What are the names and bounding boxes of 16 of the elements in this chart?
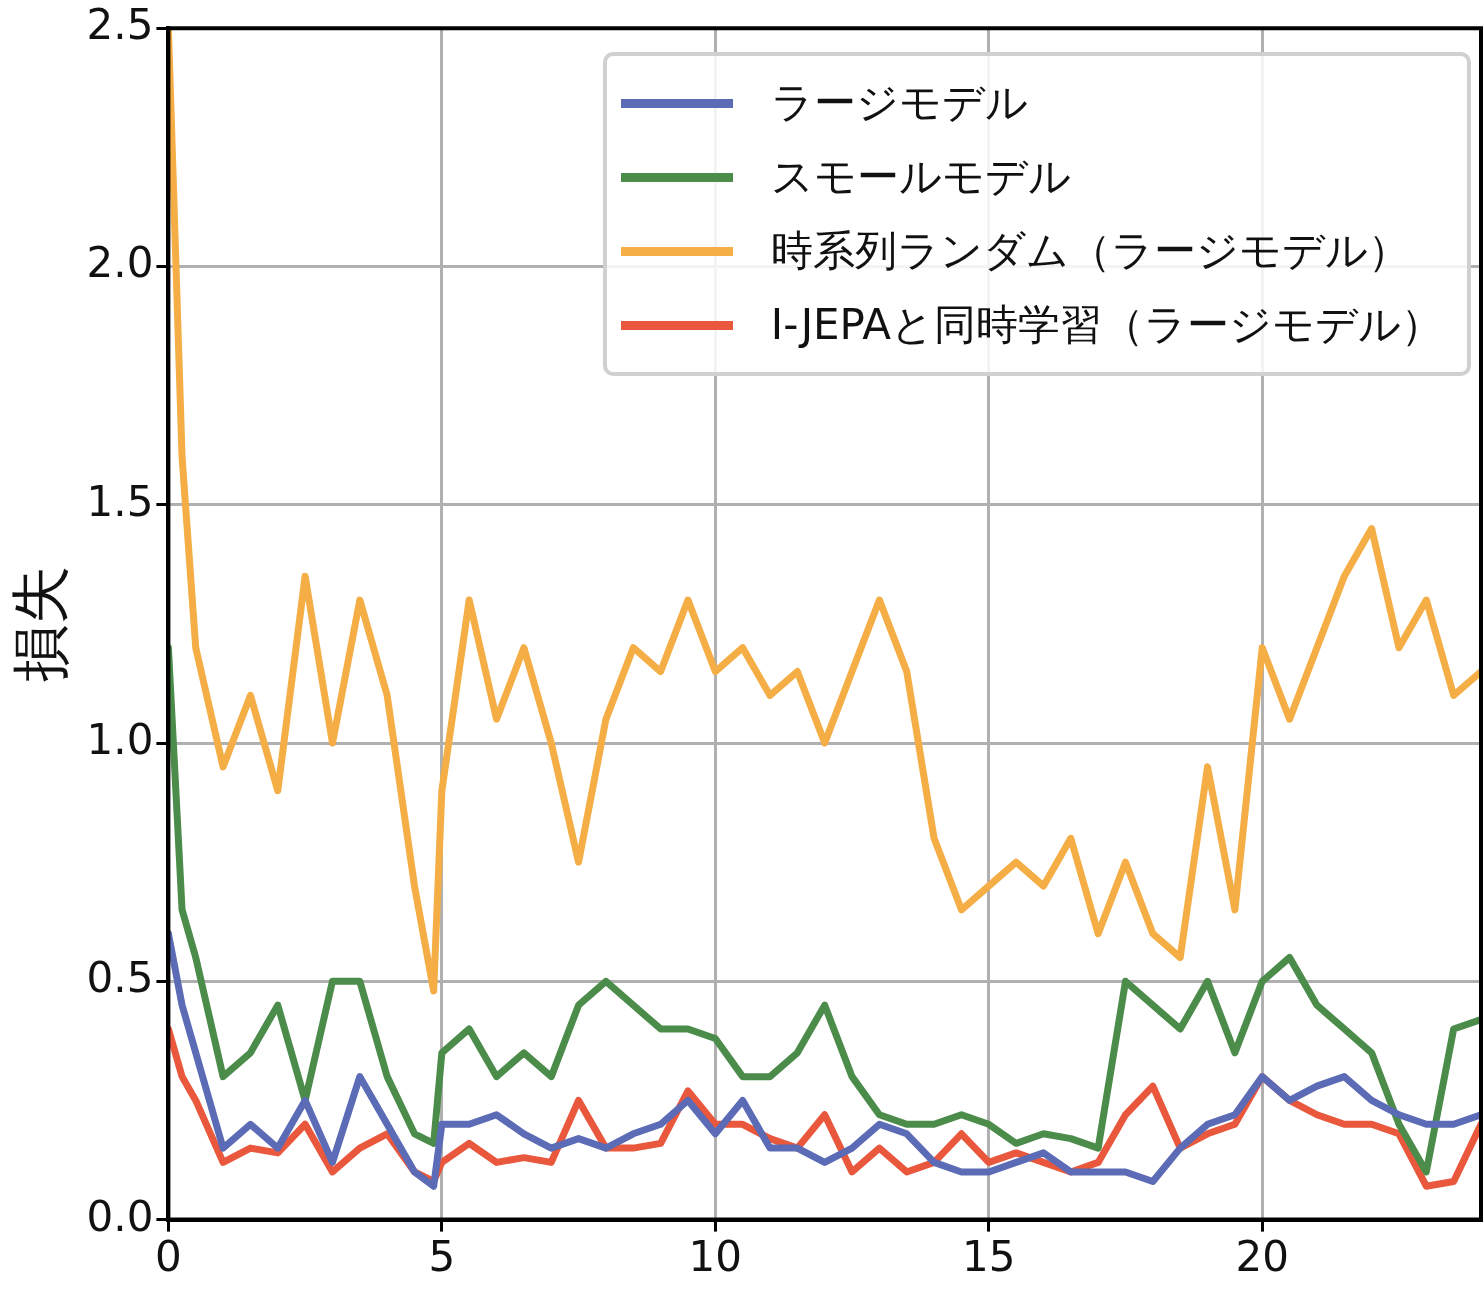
y-tick-label: 2.5 [86, 0, 154, 50]
legend-label: 時系列ランダム（ラージモデル） [770, 225, 1410, 278]
legend-label: ラージモデル [770, 77, 1028, 130]
x-tick-label: 10 [688, 1231, 743, 1281]
y-tick-label: 0.5 [86, 953, 154, 1003]
x-tick-label: 0 [155, 1231, 182, 1281]
y-tick-label: 1.5 [86, 476, 154, 526]
legend-label: I-JEPAと同時学習（ラージモデル） [770, 299, 1443, 352]
y-axis-title: 損失 [5, 565, 74, 682]
x-tick-label: 5 [428, 1231, 456, 1281]
y-tick-label: 0.0 [86, 1191, 154, 1241]
x-tick-label: 15 [962, 1231, 1016, 1281]
y-tick-label: 2.0 [86, 238, 154, 288]
legend-label: スモールモデル [770, 151, 1071, 204]
y-tick-label: 1.0 [86, 714, 154, 764]
x-tick-label: 20 [1235, 1231, 1289, 1281]
